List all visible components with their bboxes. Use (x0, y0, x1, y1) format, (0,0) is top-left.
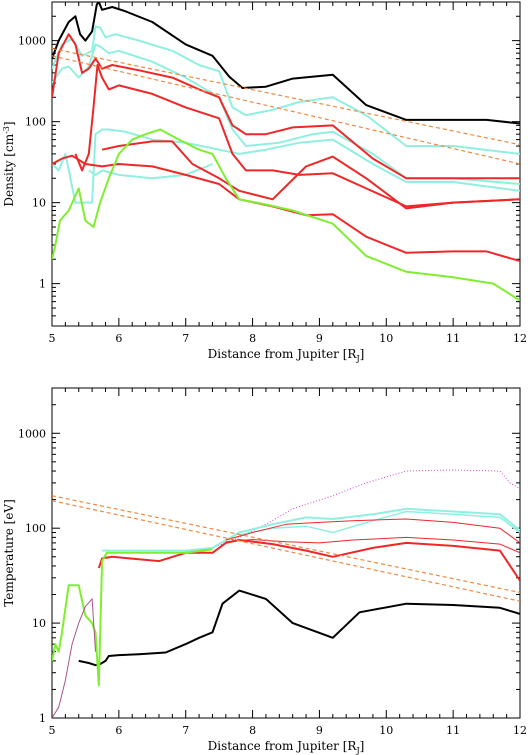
series-line-0 (212, 469, 520, 549)
y-tick-label: 1000 (18, 35, 46, 48)
y-axis-title-sup: -3 (2, 126, 11, 134)
series-group (52, 469, 520, 718)
series-line-10 (52, 47, 520, 146)
x-tick-label: 11 (446, 724, 460, 737)
series-line-2 (52, 43, 520, 185)
x-tick-label: 7 (182, 332, 189, 345)
x-tick-label: 6 (115, 332, 122, 345)
x-axis-title-end: ] (360, 347, 365, 361)
series-group (52, 2, 520, 302)
y-axis-title-main: Temperature [eV] (2, 499, 16, 607)
x-axis-title-main: Distance from Jupiter [R (208, 347, 358, 361)
y-tick-label: 1000 (18, 427, 46, 440)
x-tick-label: 10 (379, 724, 393, 737)
series-line-3 (225, 518, 520, 544)
y-axis-title-end: ] (2, 121, 16, 126)
x-tick-label: 8 (249, 724, 256, 737)
series-line-6 (74, 64, 520, 208)
series-line-6 (52, 495, 520, 594)
x-tick-label: 10 (379, 332, 393, 345)
y-tick-label: 10 (32, 197, 46, 210)
y-tick-label: 1 (39, 712, 46, 725)
x-tick-label: 5 (49, 724, 56, 737)
y-axis-title: Density [cm-3] (2, 121, 16, 206)
y-axis-title: Temperature [eV] (2, 499, 16, 607)
series-line-9 (52, 128, 520, 302)
density-panel: 5 6 7 8 9 10 11 12 1 10 100 1000 Distance from Jupit… (2, 1, 527, 363)
series-line-10 (52, 598, 96, 718)
series-line-1 (52, 25, 520, 155)
x-tick-label: 5 (49, 332, 56, 345)
x-axis-title: Distance from Jupiter [RJ] (208, 347, 365, 363)
x-tick-label: 9 (316, 724, 323, 737)
x-tick-label: 12 (513, 332, 527, 345)
series-line-5 (97, 539, 520, 582)
series-line-0 (52, 2, 520, 125)
x-axis-title: Distance from Jupiter [RJ] (208, 739, 365, 755)
series-line-1 (102, 507, 520, 552)
series-line-11 (52, 55, 520, 165)
y-tick-label: 10 (32, 617, 46, 630)
x-axis-title-sub: J (355, 354, 359, 363)
x-tick-label: 12 (513, 724, 527, 737)
series-line-2 (239, 510, 520, 536)
temperature-panel: 5 6 7 8 9 10 11 12 1 10 100 1000 Distance from Jupit… (2, 387, 527, 755)
series-line-7 (52, 500, 520, 602)
x-tick-label: 11 (446, 332, 460, 345)
y-tick-label: 100 (25, 116, 46, 129)
series-line-5 (52, 33, 520, 180)
x-axis-title-main: Distance from Jupiter [R (208, 739, 358, 753)
y-tick-label: 1 (39, 278, 46, 291)
x-tick-label: 6 (115, 724, 122, 737)
x-axis-title-sub: J (355, 746, 359, 755)
x-tick-label: 9 (316, 332, 323, 345)
series-line-9 (52, 548, 213, 687)
series-line-8 (52, 154, 520, 263)
series-line-4 (225, 536, 520, 554)
plot-frame (51, 387, 521, 719)
series-line-7 (101, 140, 520, 210)
x-tick-label: 8 (249, 332, 256, 345)
x-axis-title-end: ] (360, 739, 365, 753)
y-axis-title-main: Density [cm (2, 133, 16, 206)
x-tick-label: 7 (182, 724, 189, 737)
series-line-8 (78, 589, 520, 667)
y-tick-label: 100 (25, 522, 46, 535)
